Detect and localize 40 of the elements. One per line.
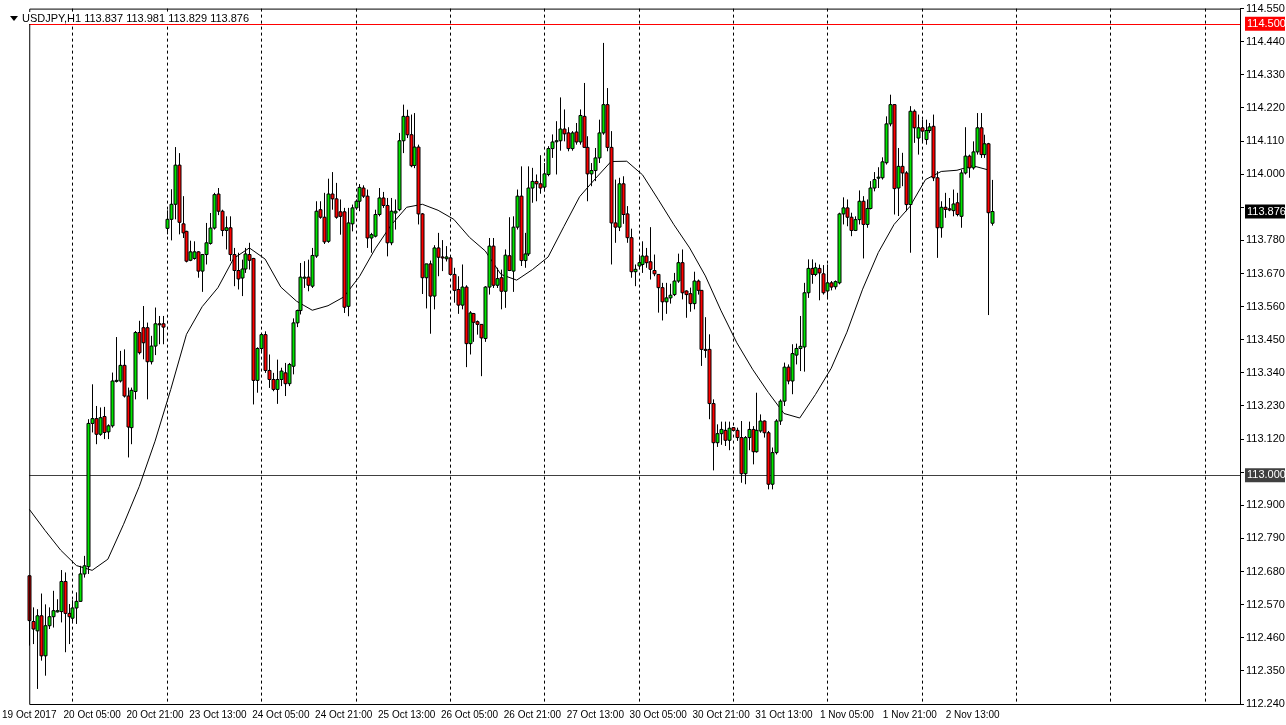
x-tick-label: 27 Oct 13:00	[566, 708, 625, 720]
y-tick-label: 114.550	[1246, 1, 1285, 14]
y-tick-label: 113.120	[1246, 432, 1285, 445]
x-tick-label: 26 Oct 21:00	[503, 708, 562, 720]
y-tick-label: 114.110	[1246, 134, 1285, 147]
y-tick-label: 114.000	[1246, 167, 1285, 180]
y-tick-label: 113.230	[1246, 399, 1285, 411]
x-tick-label: 20 Oct 05:00	[63, 708, 122, 720]
x-tick-label: 1 Nov 21:00	[882, 708, 938, 720]
y-tick-label: 113.450	[1246, 332, 1285, 345]
x-tick-label: 30 Oct 05:00	[629, 708, 688, 720]
x-tick-label: 26 Oct 05:00	[440, 708, 499, 720]
y-tick-label: 112.240	[1246, 697, 1285, 710]
x-tick-label: 30 Oct 21:00	[692, 708, 751, 720]
y-tick-label: 112.350	[1246, 663, 1285, 676]
y-tick-label: 113.670	[1246, 266, 1285, 279]
y-tick-label: 114.220	[1246, 100, 1285, 113]
x-tick-label: 2 Nov 13:00	[945, 708, 1001, 720]
x-tick-label: 25 Oct 13:00	[377, 708, 436, 720]
x-tick-label: 23 Oct 13:00	[189, 708, 247, 720]
ref-line-label: 114.500	[1247, 16, 1286, 29]
text: 113.876	[1247, 204, 1286, 217]
y-tick-label: 112.460	[1246, 630, 1285, 643]
x-tick-label: 1 Nov 05:00	[819, 708, 875, 720]
y-tick-label: 113.340	[1246, 365, 1285, 378]
y-tick-label: 112.570	[1246, 597, 1285, 610]
x-tick-label: 24 Oct 05:00	[252, 708, 310, 720]
y-tick-label: 113.560	[1246, 299, 1285, 312]
x-tick-label: 24 Oct 21:00	[315, 708, 373, 720]
x-tick-label: 19 Oct 2017	[2, 708, 57, 720]
y-tick-label: 114.330	[1246, 67, 1285, 80]
y-tick-label: 112.900	[1246, 498, 1285, 511]
y-tick-label: 112.790	[1246, 531, 1285, 544]
y-tick-label: 113.780	[1246, 233, 1285, 246]
y-tick-label: 112.680	[1246, 564, 1285, 577]
ref-line-label: 113.000	[1247, 468, 1286, 481]
x-tick-label: 20 Oct 21:00	[126, 708, 185, 720]
x-tick-label: 31 Oct 13:00	[755, 708, 814, 720]
chart-title: USDJPY,H1 113.837 113.981 113.829 113.876	[22, 12, 250, 24]
y-tick-label: 114.440	[1246, 34, 1285, 47]
